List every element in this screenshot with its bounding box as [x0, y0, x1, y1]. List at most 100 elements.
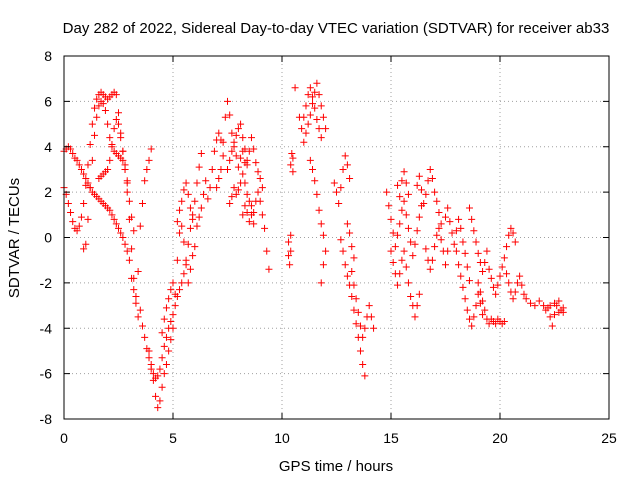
- data-point: [285, 238, 293, 246]
- data-point: [121, 161, 129, 169]
- data-point: [252, 159, 260, 167]
- x-axis-label: GPS time / hours: [279, 458, 393, 475]
- data-point: [234, 163, 242, 171]
- data-point: [128, 274, 136, 282]
- data-point: [141, 177, 149, 185]
- data-point: [204, 195, 212, 203]
- x-tick-label: 15: [383, 430, 399, 446]
- data-point: [136, 306, 144, 314]
- data-point: [315, 91, 323, 99]
- data-point: [245, 147, 253, 155]
- data-point: [404, 190, 412, 198]
- data-point: [208, 165, 216, 173]
- data-point: [346, 175, 354, 183]
- data-point: [485, 320, 493, 328]
- data-point: [413, 227, 421, 235]
- data-point: [176, 286, 184, 294]
- data-point: [387, 247, 395, 255]
- data-point: [130, 227, 138, 235]
- data-point: [243, 190, 251, 198]
- data-point: [104, 120, 112, 128]
- data-point: [117, 134, 125, 142]
- data-point: [348, 268, 356, 276]
- data-point: [457, 224, 465, 232]
- data-point: [426, 265, 434, 273]
- data-point: [147, 361, 155, 369]
- data-point: [420, 199, 428, 207]
- data-points: [60, 79, 567, 412]
- data-point: [178, 197, 186, 205]
- data-point: [217, 165, 225, 173]
- data-point: [230, 138, 238, 146]
- data-point: [219, 152, 227, 160]
- data-point: [522, 295, 530, 303]
- data-point: [197, 150, 205, 158]
- data-point: [237, 154, 245, 162]
- data-point: [313, 79, 321, 87]
- data-point: [145, 354, 153, 362]
- data-point: [250, 145, 258, 153]
- data-point: [383, 188, 391, 196]
- data-point: [210, 147, 218, 155]
- data-point: [228, 147, 236, 155]
- data-point: [313, 116, 321, 124]
- data-point: [398, 256, 406, 264]
- data-point: [341, 152, 349, 160]
- data-point: [415, 213, 423, 221]
- data-point: [431, 188, 439, 196]
- data-point: [156, 397, 164, 405]
- data-point: [241, 159, 249, 167]
- data-point: [481, 258, 489, 266]
- data-point: [287, 231, 295, 239]
- data-point: [418, 186, 426, 194]
- data-point: [531, 302, 539, 310]
- data-point: [489, 283, 497, 291]
- data-point: [108, 211, 116, 219]
- data-point: [442, 213, 449, 221]
- data-point: [289, 168, 297, 176]
- data-point: [115, 120, 122, 128]
- data-point: [115, 224, 122, 232]
- data-point: [551, 299, 558, 307]
- data-point: [407, 292, 415, 300]
- data-point: [468, 215, 476, 223]
- data-point: [396, 270, 404, 278]
- data-point: [191, 243, 199, 251]
- data-point: [154, 404, 162, 412]
- data-point: [356, 347, 364, 355]
- data-point: [315, 125, 323, 133]
- data-point: [289, 154, 297, 162]
- data-point: [108, 140, 116, 148]
- data-point: [88, 156, 96, 164]
- data-point: [141, 333, 149, 341]
- data-point: [465, 277, 473, 285]
- data-point: [348, 292, 356, 300]
- data-point: [245, 197, 253, 205]
- data-point: [505, 231, 513, 239]
- data-point: [288, 150, 296, 158]
- data-point: [298, 125, 306, 133]
- data-point: [389, 258, 397, 266]
- data-point: [343, 161, 351, 169]
- y-tick-label: -6: [40, 366, 53, 382]
- data-point: [304, 120, 312, 128]
- data-point: [158, 383, 166, 391]
- data-point: [82, 240, 90, 248]
- data-point: [80, 170, 88, 178]
- data-point: [359, 333, 367, 341]
- data-point: [411, 313, 419, 321]
- data-point: [84, 215, 92, 223]
- data-point: [304, 91, 312, 99]
- data-point: [169, 311, 177, 319]
- data-point: [134, 268, 142, 276]
- data-point: [350, 254, 358, 262]
- data-point: [173, 256, 181, 264]
- x-tick-label: 25: [601, 430, 617, 446]
- x-tick-label: 0: [60, 430, 68, 446]
- data-point: [158, 354, 166, 362]
- data-point: [162, 304, 170, 312]
- data-point: [119, 147, 127, 155]
- data-point: [444, 247, 452, 255]
- data-point: [505, 279, 513, 287]
- data-point: [82, 175, 90, 183]
